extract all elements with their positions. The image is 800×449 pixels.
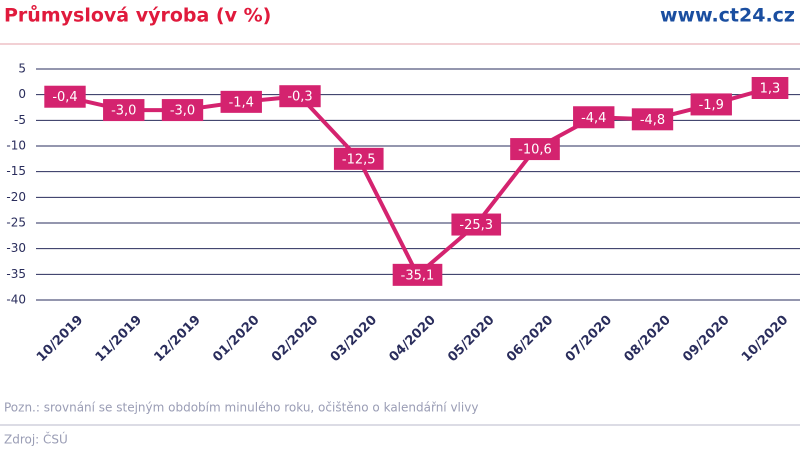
value-label: -3,0	[161, 99, 204, 122]
value-label: -4,4	[573, 106, 615, 129]
x-tick-label: 01/2020	[210, 313, 262, 365]
value-label-text: -1,9	[699, 98, 724, 113]
value-label-box	[631, 108, 674, 131]
value-label-text: -1,4	[229, 95, 254, 110]
x-tick-label: 02/2020	[269, 313, 321, 365]
y-tick-label: -20	[6, 190, 26, 204]
value-label-box	[573, 106, 615, 129]
value-label: -1,4	[220, 90, 262, 113]
y-tick-label: -40	[6, 293, 26, 307]
site-name: www.ct24.cz	[660, 5, 795, 27]
value-label-box	[279, 85, 321, 108]
value-label-text: -4,8	[640, 113, 665, 128]
value-label-box	[392, 263, 443, 286]
source: Zdroj: ČSÚ	[4, 432, 68, 447]
value-label: -0,3	[279, 85, 321, 108]
x-tick-label: 06/2020	[504, 313, 556, 365]
value-label: 1,3	[751, 76, 789, 99]
value-label-box	[333, 147, 384, 170]
x-tick-label: 09/2020	[680, 313, 732, 365]
value-label: -35,1	[392, 263, 443, 286]
value-label-box	[44, 85, 86, 108]
y-tick-label: 0	[18, 87, 26, 101]
x-tick-label: 05/2020	[445, 313, 497, 365]
value-label-box	[690, 93, 732, 116]
value-label-text: -3,0	[111, 104, 136, 119]
value-label-text: -25,3	[459, 218, 493, 233]
x-tick-label: 10/2020	[739, 313, 791, 365]
x-tick-label: 03/2020	[328, 313, 380, 365]
y-tick-label: -30	[6, 241, 26, 255]
x-tick-label: 07/2020	[563, 313, 615, 365]
value-label-box	[103, 99, 145, 122]
y-tick-label: -5	[14, 113, 26, 127]
y-tick-label: -15	[6, 164, 26, 178]
value-label: -1,9	[690, 93, 732, 116]
y-tick-label: -10	[6, 139, 26, 153]
x-tick-label: 04/2020	[386, 313, 438, 365]
value-label-text: -12,5	[342, 152, 376, 167]
x-tick-label: 12/2019	[151, 313, 203, 365]
value-label: -25,3	[451, 213, 502, 236]
value-label-text: -4,4	[581, 111, 606, 126]
x-tick-label: 11/2019	[93, 313, 145, 365]
y-tick-label: -35	[6, 267, 26, 281]
value-label-box	[451, 213, 502, 236]
x-tick-label: 08/2020	[621, 313, 673, 365]
value-label: -4,8	[631, 108, 674, 131]
value-label-text: -35,1	[401, 268, 435, 283]
value-label-box	[751, 76, 789, 99]
value-label-box	[161, 99, 204, 122]
value-label-box	[510, 138, 560, 161]
value-label-box	[220, 90, 262, 113]
note: Pozn.: srovnání se stejným obdobím minul…	[4, 401, 478, 415]
value-label: -12,5	[333, 147, 384, 170]
y-tick-label: 5	[18, 62, 26, 76]
value-label-text: -0,4	[52, 90, 77, 105]
value-label: -0,4	[44, 85, 86, 108]
value-label-text: 1,3	[760, 81, 781, 96]
y-tick-label: -25	[6, 216, 26, 230]
value-label: -10,6	[510, 138, 560, 161]
chart-title: Průmyslová výroba (v %)	[4, 4, 271, 27]
value-label-text: -0,3	[287, 90, 312, 105]
value-label-text: -3,0	[170, 104, 195, 119]
x-tick-label: 10/2019	[34, 313, 86, 365]
value-label-text: -10,6	[518, 143, 552, 158]
value-label: -3,0	[103, 99, 145, 122]
